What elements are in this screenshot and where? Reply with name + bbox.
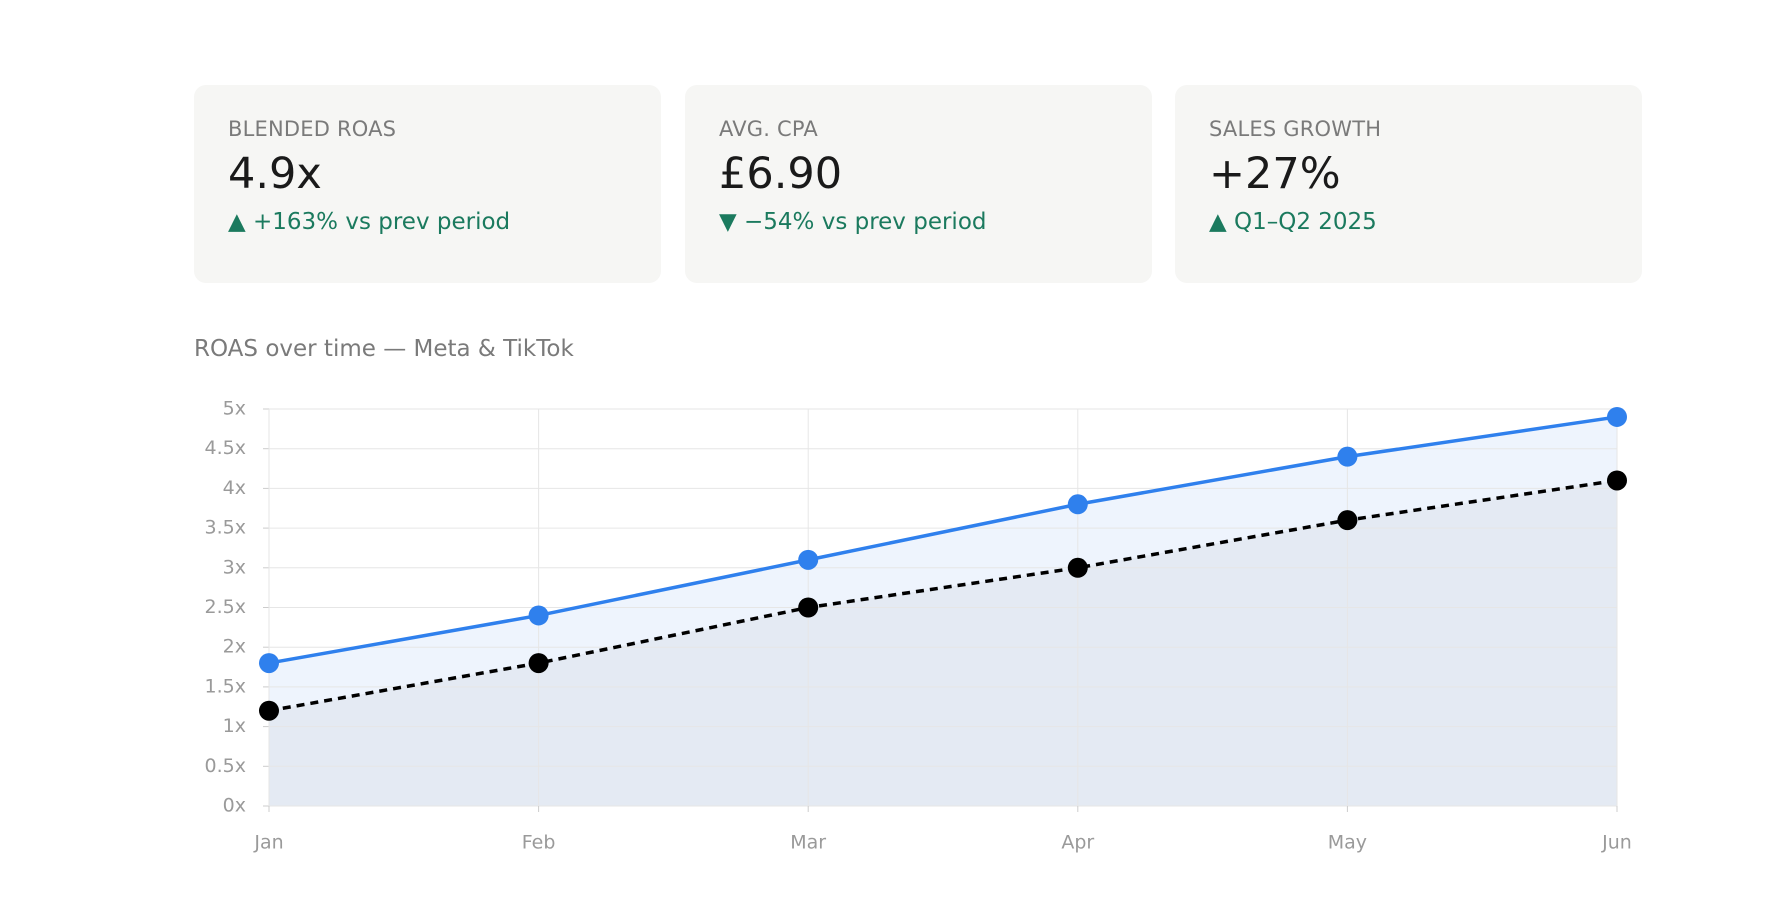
kpi-delta: ▼ −54% vs prev period — [719, 209, 987, 235]
kpi-value: 4.9x — [228, 149, 322, 199]
kpi-delta: ▲ Q1–Q2 2025 — [1209, 209, 1377, 235]
x-tick-label: Mar — [790, 832, 826, 854]
y-tick-label: 0.5x — [205, 755, 246, 777]
y-tick-label: 3x — [223, 556, 246, 578]
data-point — [528, 653, 549, 674]
kpi-label: AVG. CPA — [719, 117, 818, 141]
data-point — [259, 653, 279, 674]
y-tick-label: 0x — [223, 795, 246, 817]
data-point — [1607, 406, 1627, 427]
kpi-label: SALES GROWTH — [1209, 117, 1382, 141]
data-point — [1067, 557, 1088, 578]
data-point — [1337, 510, 1358, 531]
chart-title: ROAS over time — Meta & TikTok — [194, 336, 574, 362]
kpi-card: SALES GROWTH +27% ▲ Q1–Q2 2025 — [1175, 85, 1642, 283]
data-point — [528, 605, 549, 626]
kpi-card: BLENDED ROAS 4.9x ▲ +163% vs prev period — [194, 85, 661, 283]
kpi-card: AVG. CPA £6.90 ▼ −54% vs prev period — [685, 85, 1152, 283]
series-line — [268, 478, 1618, 713]
series-area — [269, 480, 1617, 806]
y-tick-label: 1x — [223, 715, 246, 737]
y-tick-label: 2x — [223, 636, 246, 658]
kpi-value: +27% — [1209, 149, 1341, 199]
x-tick-label: Apr — [1061, 832, 1094, 854]
data-point — [1337, 446, 1358, 467]
y-tick-label: 3.5x — [205, 517, 246, 539]
x-tick-label: Jan — [253, 832, 283, 854]
data-point — [798, 549, 819, 570]
y-tick-label: 2.5x — [205, 596, 246, 618]
x-tick-label: May — [1328, 832, 1367, 854]
kpi-delta: ▲ +163% vs prev period — [228, 209, 511, 235]
series-line — [268, 415, 1618, 665]
kpi-label: BLENDED ROAS — [228, 117, 397, 141]
x-tick-label: Jun — [1601, 832, 1632, 854]
data-point — [259, 700, 279, 721]
y-tick-label: 4.5x — [205, 437, 246, 459]
y-tick-label: 4x — [223, 477, 246, 499]
data-point — [1607, 470, 1627, 491]
y-tick-label: 1.5x — [205, 675, 246, 697]
data-point — [1067, 494, 1088, 515]
x-tick-label: Feb — [522, 832, 556, 854]
data-point — [798, 597, 819, 618]
kpi-value: £6.90 — [719, 149, 843, 199]
y-tick-label: 5x — [223, 398, 246, 420]
